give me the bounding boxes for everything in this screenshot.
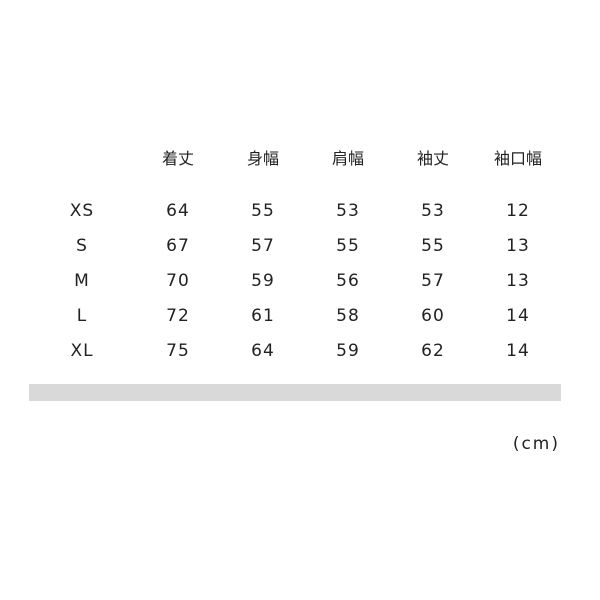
header-body-width: 身幅 <box>246 149 279 168</box>
measurement-cell: 64 <box>166 201 190 221</box>
measurement-cell: 59 <box>336 341 360 361</box>
measurement-cell: 53 <box>421 201 445 221</box>
header-sleeve-length: 袖丈 <box>416 149 449 168</box>
measurement-cell: 61 <box>251 306 275 326</box>
measurement-cell: 57 <box>421 271 445 291</box>
measurement-cell: 57 <box>251 236 275 256</box>
measurement-cell: 67 <box>166 236 190 256</box>
divider-bar <box>29 384 561 401</box>
measurement-cell: 75 <box>166 341 190 361</box>
measurement-cell: 56 <box>336 271 360 291</box>
measurement-cell: 58 <box>336 306 360 326</box>
header-length: 着丈 <box>161 149 194 168</box>
measurement-cell: 12 <box>506 201 530 221</box>
size-label: XL <box>70 341 94 361</box>
measurement-cell: 14 <box>506 306 530 326</box>
measurement-cell: 55 <box>251 201 275 221</box>
measurement-cell: 14 <box>506 341 530 361</box>
measurement-cell: 13 <box>506 271 530 291</box>
size-label: XS <box>69 201 95 221</box>
measurement-cell: 55 <box>421 236 445 256</box>
measurement-cell: 70 <box>166 271 190 291</box>
measurement-cell: 64 <box>251 341 275 361</box>
size-label: L <box>76 306 88 326</box>
unit-label: (cm) <box>512 434 560 454</box>
size-label: M <box>74 271 90 291</box>
measurement-cell: 72 <box>166 306 190 326</box>
header-shoulder-width: 肩幅 <box>331 149 364 168</box>
header-cuff-width: 袖口幅 <box>493 149 542 168</box>
measurement-cell: 13 <box>506 236 530 256</box>
measurement-cell: 53 <box>336 201 360 221</box>
measurement-cell: 60 <box>421 306 445 326</box>
measurement-cell: 59 <box>251 271 275 291</box>
size-label: S <box>76 236 88 256</box>
measurement-cell: 55 <box>336 236 360 256</box>
measurement-cell: 62 <box>421 341 445 361</box>
